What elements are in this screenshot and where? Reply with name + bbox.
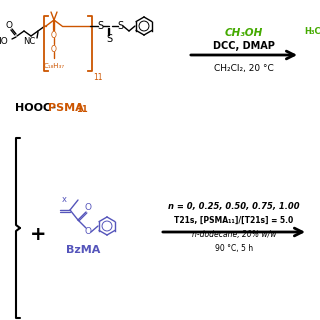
Text: BzMA: BzMA [66,245,100,255]
Text: HOOC-: HOOC- [15,103,56,113]
Text: O: O [51,44,57,53]
Text: CH₂Cl₂, 20 °C: CH₂Cl₂, 20 °C [214,63,274,73]
Text: T21s, [PSMA₁₁]/[T21s] = 5.0: T21s, [PSMA₁₁]/[T21s] = 5.0 [174,215,294,225]
Text: O: O [5,21,12,30]
Text: S: S [97,21,103,31]
Text: 11: 11 [76,106,88,115]
Text: PSMA: PSMA [48,103,84,113]
Text: 90 °C, 5 h: 90 °C, 5 h [215,244,253,253]
Text: O: O [84,204,92,212]
Text: CH₃OH: CH₃OH [225,28,263,38]
Text: x: x [61,196,67,204]
Text: DCC, DMAP: DCC, DMAP [213,41,275,51]
Text: NC: NC [23,36,35,45]
Text: n-dodecane, 20% w/w: n-dodecane, 20% w/w [192,230,276,239]
Text: S: S [106,34,112,44]
Text: S: S [117,21,123,31]
Text: H₃C: H₃C [304,27,320,36]
Text: HO: HO [0,37,8,46]
Text: +: + [30,226,46,244]
Text: O: O [84,228,92,236]
Text: 11: 11 [93,73,102,82]
Text: O: O [51,30,57,39]
Text: n = 0, 0.25, 0.50, 0.75, 1.00: n = 0, 0.25, 0.50, 0.75, 1.00 [168,202,300,211]
Text: C₁₈H₃₇: C₁₈H₃₇ [44,63,65,69]
